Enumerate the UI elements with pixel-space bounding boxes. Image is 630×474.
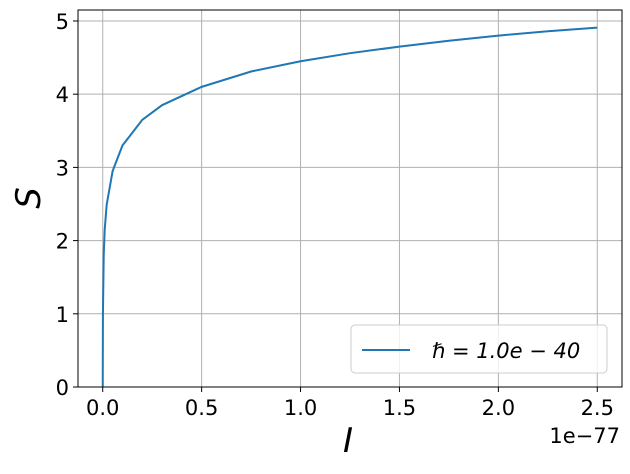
y-tick-label: 1 [56, 303, 69, 327]
x-tick-label: 1.0 [284, 396, 317, 420]
y-tick-label: 3 [56, 156, 69, 180]
line-series [101, 26, 598, 388]
legend-label: ℏ = 1.0e − 40 [432, 339, 580, 363]
y-tick-label: 4 [56, 83, 69, 107]
x-tick-label: 0.0 [86, 396, 119, 420]
x-tick-label: 1.5 [383, 396, 416, 420]
legend-box [350, 324, 608, 374]
x-offset-label: 1e−77 [549, 424, 620, 448]
legend: ℏ = 1.0e − 40 [350, 324, 608, 374]
y-tick-label: 2 [56, 230, 69, 254]
x-tick-label: 0.5 [185, 396, 218, 420]
x-tick-label: 2.5 [581, 396, 614, 420]
x-tick-label: 2.0 [482, 396, 515, 420]
y-axis-label: S [9, 187, 49, 209]
axes-frame [77, 9, 623, 388]
y-tick-label: 5 [56, 10, 69, 34]
x-axis-label: I [343, 421, 353, 461]
y-tick-label: 0 [56, 376, 69, 400]
